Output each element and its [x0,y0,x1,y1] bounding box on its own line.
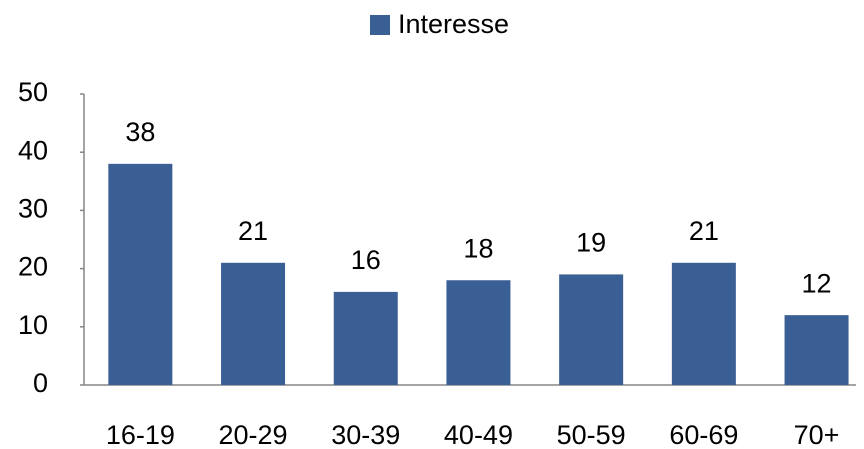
bar [559,274,624,385]
y-tick-label: 30 [18,194,48,224]
bar [446,280,511,385]
x-tick-label: 60-69 [669,420,738,449]
bar [108,163,173,385]
data-label: 21 [238,216,268,246]
x-tick-label: 40-49 [444,420,513,449]
bar [333,291,398,385]
data-label: 21 [689,216,719,246]
y-tick-label: 0 [33,368,48,398]
data-label: 16 [351,245,381,275]
x-tick-label: 50-59 [557,420,626,449]
x-tick-label: 20-29 [219,420,288,449]
bar [221,262,286,385]
y-tick-label: 20 [18,252,48,282]
legend-swatch [370,15,390,35]
bar [671,262,736,385]
y-tick-label: 10 [18,310,48,340]
x-tick-label: 30-39 [331,420,400,449]
y-tick-label: 40 [18,135,48,165]
x-tick-label: 70+ [794,420,840,449]
data-label: 19 [576,228,606,258]
legend-label: Interesse [398,9,509,39]
x-tick-label: 16-19 [106,420,175,449]
data-label: 12 [802,268,832,298]
bar [784,315,849,385]
data-label: 18 [463,233,493,263]
data-label: 38 [125,117,155,147]
y-tick-label: 50 [18,77,48,107]
